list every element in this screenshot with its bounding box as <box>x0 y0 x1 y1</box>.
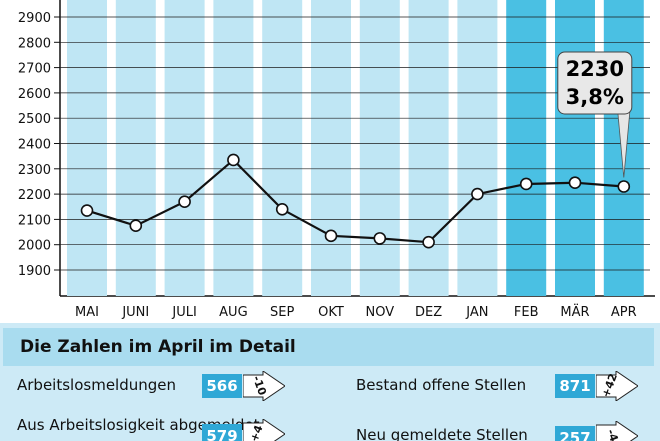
data-point-okt <box>324 229 338 243</box>
x-tick-label-feb: FEB <box>514 305 539 320</box>
y-tick-label-2600: 2600 <box>18 87 51 102</box>
change-arrow-bestand-offene-stellen: +42 <box>596 371 638 401</box>
x-tick-label-mai: MAI <box>75 305 99 320</box>
data-point-feb <box>519 177 533 191</box>
value-neu-gemeldete-stellen: 257 <box>555 426 595 441</box>
value-bestand-offene-stellen: 871 <box>555 374 595 398</box>
change-arrow-neu-gemeldete-stellen: -4 <box>596 421 638 441</box>
label-neu-gemeldete-stellen: Neu gemeldete Stellen <box>356 426 528 441</box>
data-point-mai <box>80 204 94 217</box>
change-arrow-arbeitslosmeldungen: -10 <box>243 371 285 401</box>
data-point-juli <box>178 195 191 208</box>
month-column-feb <box>506 0 547 296</box>
month-column-aug <box>213 0 254 296</box>
detail-header: Die Zahlen im April im Detail <box>3 328 654 366</box>
x-tick-label-apr: APR <box>611 305 637 320</box>
data-point-jan <box>471 187 484 201</box>
y-tick-label-2700: 2700 <box>18 62 51 77</box>
y-tick-label-2100: 2100 <box>18 213 51 228</box>
label-bestand-offene-stellen: Bestand offene Stellen <box>356 376 527 394</box>
unemployment-line-chart: 1900 2000 2100 2200 2300 2400 2500 2600 2700 2800… <box>18 0 655 320</box>
data-point-aug <box>227 153 240 167</box>
month-column-juli <box>164 0 205 296</box>
y-tick-label-2800: 2800 <box>18 36 51 51</box>
month-column-dez <box>408 0 449 296</box>
detail-title: Die Zahlen im April im Detail <box>20 337 296 357</box>
detail-panel: Die Zahlen im April im Detail Arbeitslos… <box>0 323 660 441</box>
change-text-neu-gemeldete-stellen: -4 <box>604 428 621 441</box>
x-tick-label-juni: JUNI <box>121 305 149 320</box>
data-point-dez <box>422 235 435 249</box>
data-point-juni <box>129 219 143 233</box>
x-tick-label-jan: JAN <box>465 305 488 320</box>
data-point-apr <box>617 180 631 193</box>
label-aus-arbeitslosigkeit-abgemeldet: Aus Arbeitslosigkeit abgemeldet <box>17 416 260 434</box>
month-column-nov <box>359 0 400 296</box>
month-column-okt <box>311 0 351 296</box>
value-arbeitslosmeldungen: 566 <box>202 374 242 398</box>
y-tick-label-2900: 2900 <box>18 11 51 26</box>
y-tick-label-2500: 2500 <box>18 112 51 127</box>
series-line <box>86 158 624 244</box>
y-tick-label-2300: 2300 <box>18 163 51 178</box>
change-arrow-aus-arbeitslosigkeit-abgemeldet: +4 <box>243 419 285 441</box>
x-tick-label-sep: SEP <box>270 305 294 320</box>
x-tick-label-aug: AUG <box>219 305 247 320</box>
month-column-mai <box>67 0 107 296</box>
y-tick-label-1900: 1900 <box>18 264 51 279</box>
month-column-juni <box>115 0 156 296</box>
callout-percent: 3,8% <box>566 85 624 109</box>
y-tick-label-2200: 2200 <box>18 188 51 203</box>
change-text-aus-arbeitslosigkeit-abgemeldet: +4 <box>248 423 266 441</box>
value-aus-arbeitslosigkeit-abgemeldet: 579 <box>202 424 242 441</box>
month-column-sep <box>262 0 303 296</box>
x-tick-label-juli: JULI <box>171 305 196 320</box>
y-tick-label-2000: 2000 <box>18 239 51 254</box>
data-point-sep <box>275 202 289 216</box>
callout-box <box>557 51 633 115</box>
x-tick-label-mär: MÄR <box>560 304 589 320</box>
callout-value: 2230 <box>566 57 624 81</box>
change-text-arbeitslosmeldungen: -10 <box>250 374 269 397</box>
x-tick-label-okt: OKT <box>318 305 344 320</box>
data-point-nov <box>373 232 387 245</box>
month-column-jan <box>457 0 498 296</box>
label-arbeitslosmeldungen: Arbeitslosmeldungen <box>17 376 177 394</box>
data-point-mär <box>568 176 582 190</box>
x-tick-label-nov: NOV <box>365 305 394 320</box>
x-tick-label-dez: DEZ <box>415 305 442 320</box>
month-column-mär <box>555 0 595 296</box>
y-tick-label-2400: 2400 <box>18 138 51 153</box>
